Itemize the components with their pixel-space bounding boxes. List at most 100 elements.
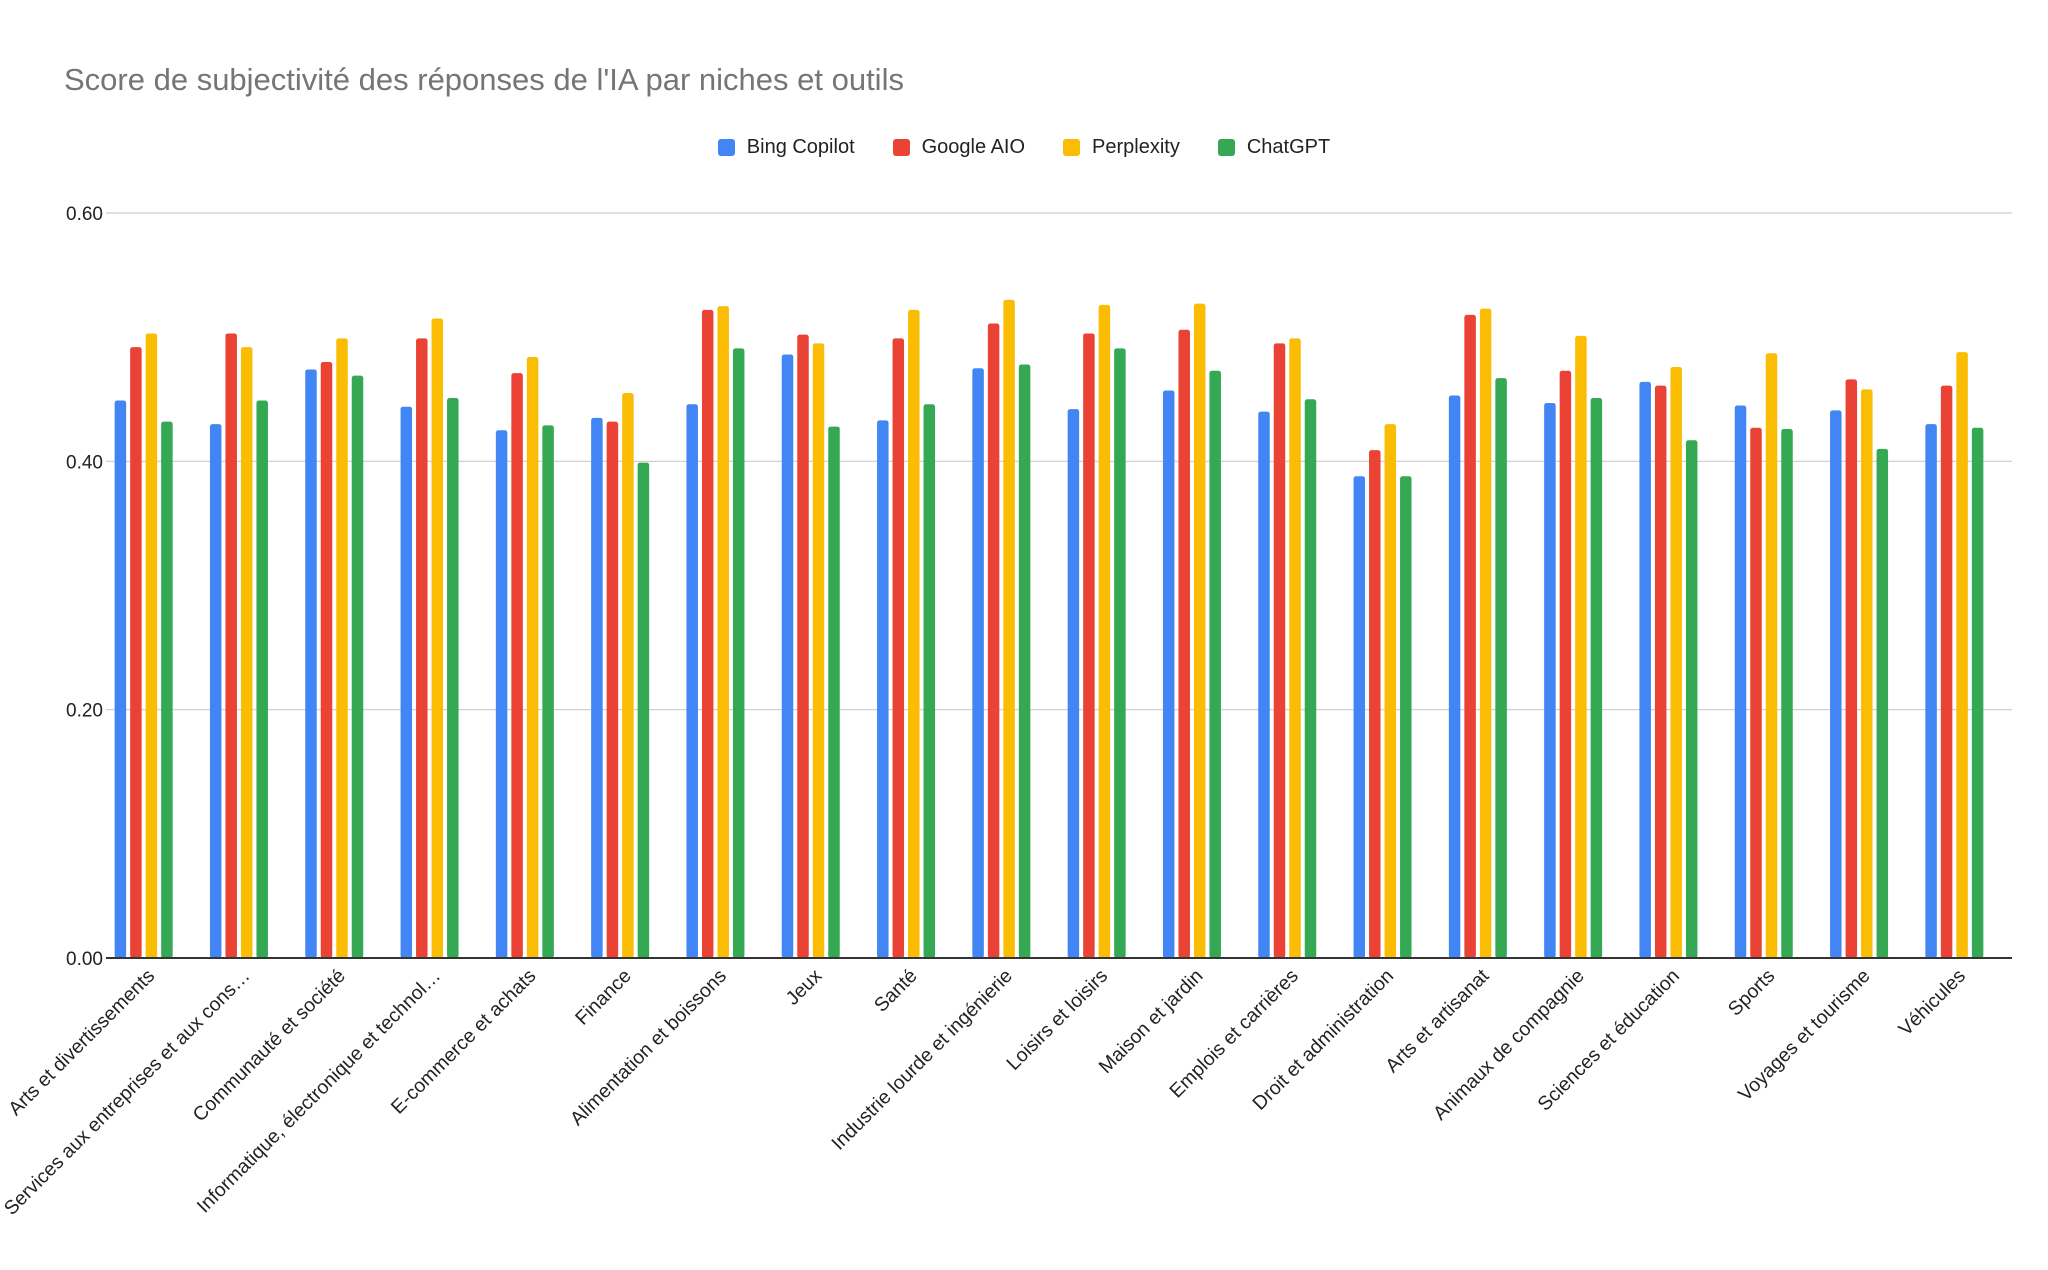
bar-google-aio[interactable] (1940, 385, 1953, 958)
bar-chatgpt[interactable] (637, 462, 650, 958)
bar-google-aio[interactable] (892, 338, 905, 958)
legend-label-google-aio: Google AIO (921, 136, 1026, 158)
bar-bing-copilot[interactable] (495, 430, 508, 959)
bar-bing-copilot[interactable] (1830, 410, 1842, 958)
bar-chatgpt[interactable] (1400, 476, 1412, 958)
bar-chatgpt[interactable] (828, 426, 840, 959)
bar-perplexity[interactable] (812, 343, 825, 958)
bar-bing-copilot[interactable] (686, 404, 698, 958)
bar-bing-copilot[interactable] (781, 354, 794, 958)
bar-perplexity[interactable] (145, 333, 158, 959)
x-tick-label: Sports (1724, 965, 1780, 1021)
bar-perplexity[interactable] (1861, 389, 1873, 959)
bar-chatgpt[interactable] (732, 348, 745, 958)
y-tick-label: 0.60 (66, 204, 103, 225)
bar-google-aio[interactable] (1273, 343, 1286, 958)
bar-bing-copilot[interactable] (1448, 395, 1461, 958)
bar-google-aio[interactable] (1845, 379, 1858, 959)
y-tick-label: 0.00 (66, 949, 103, 970)
bar-google-aio[interactable] (1464, 314, 1476, 959)
bar-google-aio[interactable] (416, 338, 428, 958)
bar-bing-copilot[interactable] (877, 420, 889, 958)
bar-chatgpt[interactable] (161, 421, 173, 959)
bar-chatgpt[interactable] (923, 404, 936, 958)
bars (114, 299, 1984, 959)
bar-bing-copilot[interactable] (1067, 409, 1080, 958)
bar-bing-copilot[interactable] (1258, 411, 1270, 959)
bar-chatgpt[interactable] (1114, 348, 1126, 958)
bar-google-aio[interactable] (1654, 385, 1667, 958)
bar-bing-copilot[interactable] (400, 406, 413, 958)
bar-google-aio[interactable] (797, 334, 809, 958)
bar-google-aio[interactable] (225, 333, 237, 959)
bar-google-aio[interactable] (320, 362, 333, 958)
bar-bing-copilot[interactable] (1353, 476, 1366, 958)
bar-google-aio[interactable] (511, 373, 523, 958)
bar-bing-copilot[interactable] (209, 424, 222, 958)
bar-chatgpt[interactable] (1685, 440, 1698, 959)
bar-chatgpt[interactable] (1590, 398, 1603, 959)
bar-perplexity[interactable] (1003, 299, 1015, 959)
legend-swatch-chatgpt (1217, 139, 1235, 156)
bar-perplexity[interactable] (1193, 303, 1206, 958)
x-tick-label: Véhicules (1895, 965, 1971, 1041)
bar-perplexity[interactable] (336, 338, 348, 958)
x-tick-label: Santé (870, 965, 922, 1017)
bar-google-aio[interactable] (987, 323, 1000, 959)
bar-perplexity[interactable] (1289, 338, 1301, 958)
bar-perplexity[interactable] (908, 309, 920, 959)
bar-bing-copilot[interactable] (1162, 390, 1175, 958)
bar-perplexity[interactable] (1575, 335, 1587, 958)
bar-google-aio[interactable] (1083, 333, 1095, 959)
bar-google-aio[interactable] (1178, 329, 1190, 958)
bar-perplexity[interactable] (1384, 424, 1397, 958)
bar-bing-copilot[interactable] (591, 417, 603, 958)
bar-perplexity[interactable] (622, 393, 634, 959)
legend-item-bing-copilot[interactable]: Bing Copilot (717, 136, 855, 159)
bar-bing-copilot[interactable] (1639, 381, 1651, 958)
bar-chatgpt[interactable] (1209, 370, 1221, 959)
bar-chatgpt[interactable] (542, 425, 554, 958)
bar-bing-copilot[interactable] (114, 400, 127, 958)
bar-chatgpt[interactable] (1876, 448, 1889, 958)
bar-perplexity[interactable] (1098, 304, 1111, 959)
bar-chatgpt[interactable] (1971, 427, 1984, 958)
legend-swatch-bing-copilot (717, 139, 735, 156)
bar-perplexity[interactable] (526, 357, 539, 958)
bar-google-aio[interactable] (1559, 370, 1572, 959)
bar-perplexity[interactable] (240, 347, 253, 959)
bar-bing-copilot[interactable] (1544, 402, 1556, 959)
bar-bing-copilot[interactable] (1734, 405, 1747, 958)
bar-chatgpt[interactable] (1304, 399, 1317, 958)
bar-google-aio[interactable] (130, 347, 142, 959)
bar-chatgpt[interactable] (1018, 364, 1031, 958)
legend-item-google-aio[interactable]: Google AIO (892, 136, 1026, 159)
bar-google-aio[interactable] (1369, 450, 1381, 958)
legend-label-bing-copilot: Bing Copilot (746, 136, 855, 158)
chart-title: Score de subjectivité des réponses de l'… (64, 62, 904, 97)
bar-perplexity[interactable] (1956, 352, 1968, 959)
x-tick-label: Loisirs et loisirs (1002, 965, 1112, 1075)
bar-chatgpt[interactable] (1495, 378, 1507, 958)
bar-chatgpt[interactable] (447, 398, 459, 959)
gridlines (106, 212, 2012, 711)
bar-google-aio[interactable] (701, 309, 714, 959)
bar-perplexity[interactable] (1765, 353, 1778, 958)
bar-perplexity[interactable] (717, 306, 729, 958)
bar-bing-copilot[interactable] (305, 369, 317, 958)
bar-google-aio[interactable] (606, 421, 619, 959)
bar-perplexity[interactable] (1670, 366, 1682, 958)
legend-item-perplexity[interactable]: Perplexity (1063, 136, 1180, 159)
bar-google-aio[interactable] (1750, 427, 1762, 958)
bar-chatgpt[interactable] (351, 375, 364, 958)
bar-bing-copilot[interactable] (972, 368, 984, 958)
bar-chatgpt[interactable] (1781, 429, 1793, 958)
bar-perplexity[interactable] (431, 318, 444, 959)
bar-chatgpt[interactable] (256, 400, 268, 958)
legend-swatch-perplexity (1063, 139, 1081, 156)
legend-item-chatgpt[interactable]: ChatGPT (1217, 136, 1330, 159)
bar-bing-copilot[interactable] (1925, 424, 1937, 958)
bar-perplexity[interactable] (1479, 308, 1492, 958)
